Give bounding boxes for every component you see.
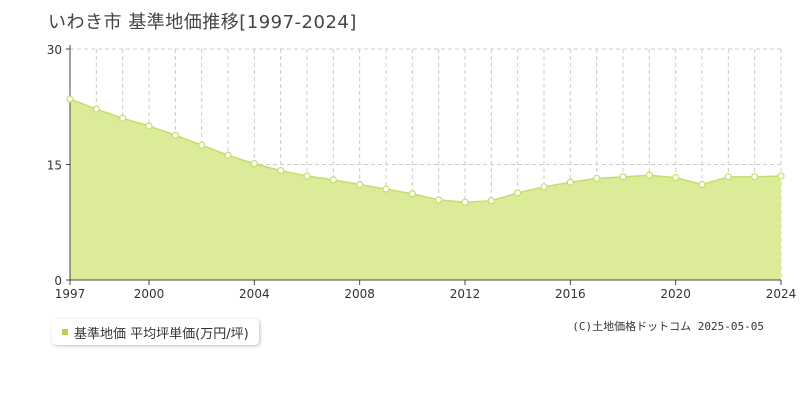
data-point [408, 190, 416, 198]
data-point [145, 122, 153, 130]
data-point [619, 173, 627, 181]
legend-label: 基準地価 平均坪単価(万円/坪) [74, 326, 249, 342]
axes [69, 45, 781, 281]
data-point [277, 167, 285, 175]
data-point [593, 174, 601, 182]
x-tick-label: 2000 [134, 287, 165, 301]
x-axis-ticks: 1997 2000 2004 2008 2012 2016 2020 2024 [55, 280, 797, 301]
data-point [356, 180, 364, 189]
data-point [645, 171, 653, 179]
data-point [171, 131, 179, 139]
data-point [698, 180, 706, 189]
legend-swatch [62, 329, 68, 335]
x-tick-label: 1997 [55, 287, 86, 301]
x-tick-label: 2004 [239, 287, 270, 301]
data-point [198, 141, 206, 149]
data-point [435, 196, 443, 204]
y-tick-label: 15 [47, 159, 62, 173]
data-point [724, 173, 732, 181]
x-tick-label: 2016 [555, 287, 586, 301]
data-point [224, 151, 232, 159]
data-point [303, 172, 311, 180]
data-point [751, 173, 759, 181]
data-point [461, 198, 469, 206]
data-point [250, 160, 258, 168]
data-point [329, 176, 337, 184]
y-tick-label: 30 [47, 43, 62, 57]
data-point [92, 105, 100, 113]
series-line [69, 98, 782, 203]
data-point [566, 178, 574, 186]
data-point [540, 183, 548, 191]
x-tick-label: 2008 [344, 287, 375, 301]
legend: 基準地価 平均坪単価(万円/坪) [52, 319, 259, 345]
data-point [66, 95, 74, 103]
data-point [382, 185, 390, 193]
data-point [487, 197, 495, 205]
y-axis-ticks: 0 15 30 [47, 43, 70, 288]
data-markers [66, 95, 785, 206]
x-tick-label: 2020 [660, 287, 691, 301]
chart-title: いわき市 基準地価推移[1997-2024] [48, 12, 357, 33]
data-point [119, 114, 127, 122]
x-tick-label: 2024 [766, 287, 797, 301]
data-point [672, 173, 680, 182]
x-tick-label: 2012 [450, 287, 481, 301]
area-fill [70, 99, 781, 280]
data-point [514, 189, 522, 197]
data-point [777, 172, 785, 180]
y-tick-label: 0 [54, 274, 62, 288]
credit-text: (C)土地価格ドットコム 2025-05-05 [572, 320, 764, 333]
